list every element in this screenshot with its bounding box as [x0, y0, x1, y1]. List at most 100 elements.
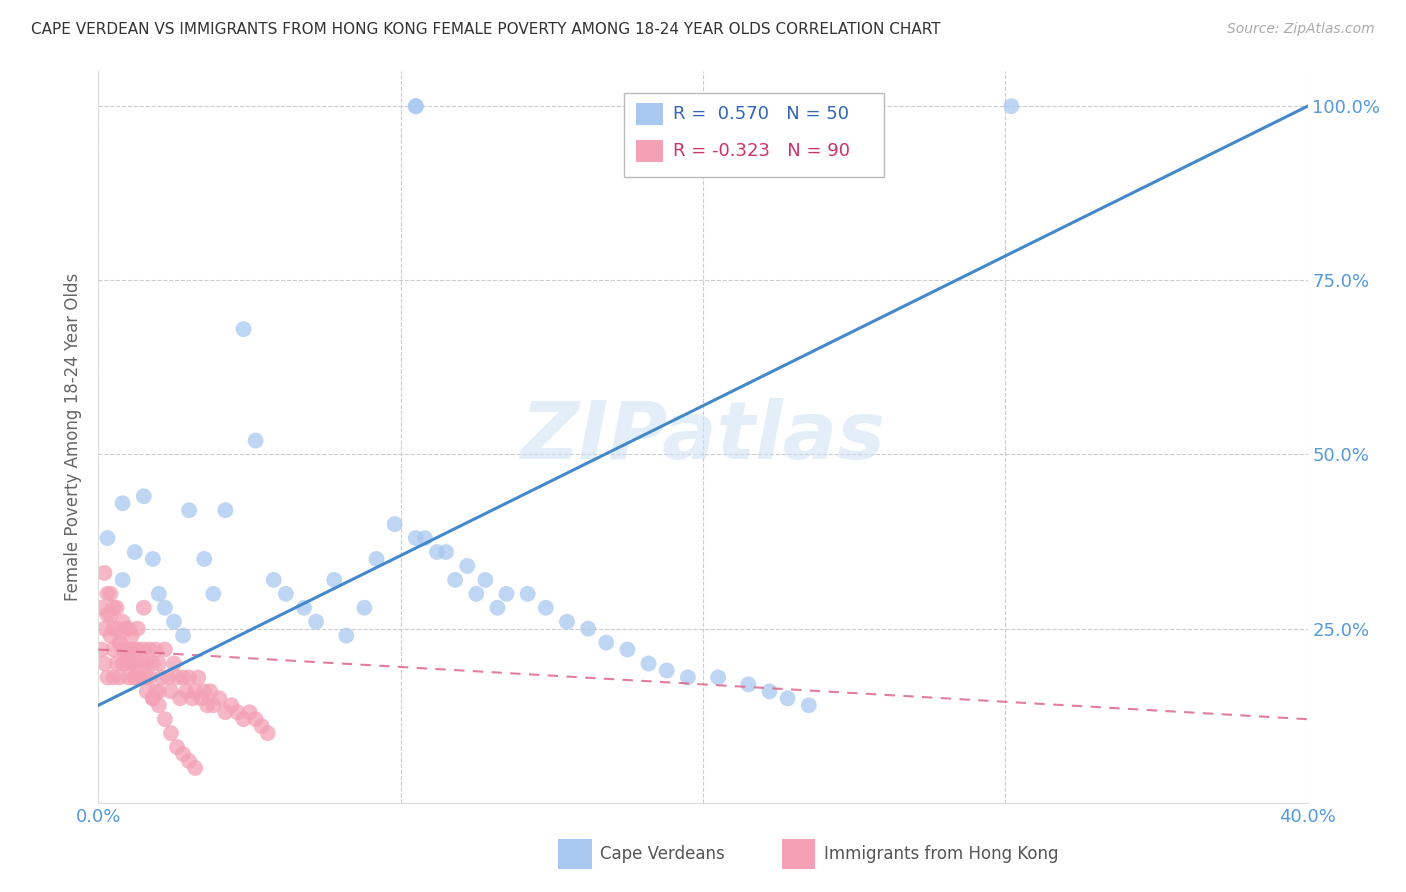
Point [655, 664, 678, 678]
Point [737, 677, 759, 691]
Point [226, 705, 249, 719]
Text: Cape Verdeans: Cape Verdeans [600, 845, 725, 863]
Point [495, 587, 517, 601]
Text: R =  0.570   N = 50: R = 0.570 N = 50 [672, 105, 849, 123]
Point [190, 691, 212, 706]
Point [214, 503, 236, 517]
Point [179, 754, 201, 768]
Point [245, 712, 267, 726]
Point [202, 698, 225, 713]
Point [103, 622, 125, 636]
Point [576, 622, 599, 636]
Point [90, 600, 112, 615]
Point [758, 684, 780, 698]
Point [111, 657, 134, 671]
Point [184, 684, 207, 698]
Point [200, 684, 222, 698]
Point [172, 747, 194, 761]
Point [148, 587, 170, 601]
Point [214, 705, 236, 719]
Point [111, 642, 134, 657]
Point [160, 726, 183, 740]
Point [534, 600, 557, 615]
Point [245, 434, 267, 448]
Point [139, 642, 162, 657]
Point [166, 740, 188, 755]
Point [323, 573, 346, 587]
Point [292, 600, 315, 615]
Point [142, 657, 165, 671]
Point [232, 322, 254, 336]
Point [555, 615, 578, 629]
Point [93, 622, 115, 636]
Point [132, 600, 155, 615]
Point [172, 670, 194, 684]
Point [274, 587, 297, 601]
Point [263, 573, 285, 587]
Point [114, 657, 136, 671]
Point [148, 684, 170, 698]
Point [96, 587, 118, 601]
Bar [637, 140, 664, 162]
Point [145, 684, 167, 698]
Point [142, 691, 165, 706]
Point [124, 545, 146, 559]
Point [100, 607, 122, 622]
Point [111, 573, 134, 587]
Point [426, 545, 449, 559]
Point [156, 670, 179, 684]
Text: ZIPatlas: ZIPatlas [520, 398, 886, 476]
Point [100, 629, 122, 643]
Point [616, 642, 638, 657]
Point [121, 657, 143, 671]
Text: Source: ZipAtlas.com: Source: ZipAtlas.com [1227, 22, 1375, 37]
Point [111, 496, 134, 510]
Point [124, 642, 146, 657]
Point [707, 670, 730, 684]
Point [93, 657, 115, 671]
Point [202, 587, 225, 601]
Point [111, 615, 134, 629]
Point [103, 670, 125, 684]
Point [127, 642, 149, 657]
Point [193, 552, 215, 566]
Point [142, 691, 165, 706]
Point [108, 635, 131, 649]
Bar [558, 839, 592, 869]
Bar [637, 103, 664, 125]
Point [256, 726, 278, 740]
Point [150, 670, 173, 684]
Point [114, 622, 136, 636]
Point [153, 600, 176, 615]
Point [776, 691, 799, 706]
Point [127, 657, 149, 671]
Point [239, 705, 262, 719]
Point [96, 670, 118, 684]
Point [135, 657, 157, 671]
Point [181, 691, 204, 706]
Point [221, 698, 243, 713]
Point [474, 573, 496, 587]
Point [444, 573, 467, 587]
Point [129, 670, 152, 684]
Point [486, 600, 509, 615]
Point [90, 642, 112, 657]
Point [335, 629, 357, 643]
Point [100, 587, 122, 601]
Point [163, 615, 186, 629]
Text: Immigrants from Hong Kong: Immigrants from Hong Kong [824, 845, 1059, 863]
Point [384, 517, 406, 532]
Point [105, 657, 128, 671]
Point [127, 622, 149, 636]
FancyBboxPatch shape [624, 94, 884, 178]
Point [121, 657, 143, 671]
Point [118, 622, 141, 636]
Point [174, 684, 197, 698]
Point [797, 698, 820, 713]
Point [135, 670, 157, 684]
Point [135, 684, 157, 698]
Point [148, 698, 170, 713]
Point [96, 531, 118, 545]
Point [516, 587, 538, 601]
Point [193, 684, 215, 698]
